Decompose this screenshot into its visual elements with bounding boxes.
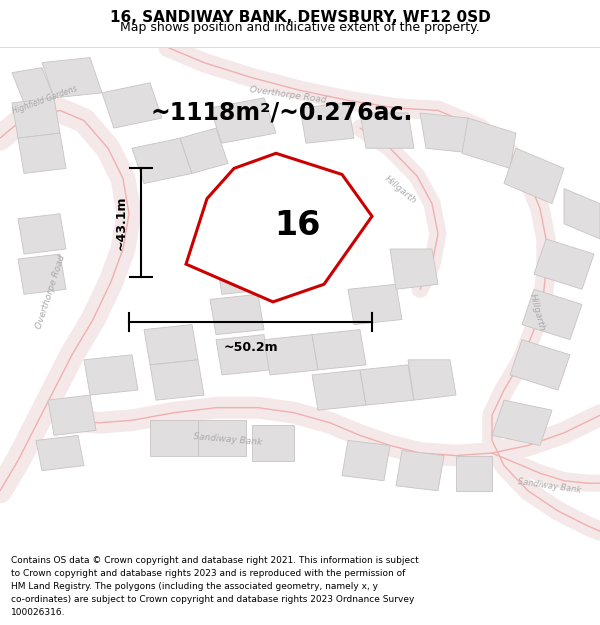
Polygon shape xyxy=(462,118,516,168)
Polygon shape xyxy=(396,451,444,491)
Polygon shape xyxy=(42,58,102,98)
Polygon shape xyxy=(312,370,366,410)
Polygon shape xyxy=(312,329,366,370)
Polygon shape xyxy=(198,420,246,456)
Text: ~1118m²/~0.276ac.: ~1118m²/~0.276ac. xyxy=(151,101,413,125)
Polygon shape xyxy=(390,249,438,289)
Text: 16: 16 xyxy=(275,209,321,242)
Text: 100026316.: 100026316. xyxy=(11,608,65,617)
Text: ~50.2m: ~50.2m xyxy=(223,341,278,354)
Polygon shape xyxy=(186,153,372,302)
Polygon shape xyxy=(216,254,270,294)
Polygon shape xyxy=(18,254,66,294)
Polygon shape xyxy=(180,128,228,173)
Polygon shape xyxy=(510,339,570,390)
Polygon shape xyxy=(420,113,474,153)
Polygon shape xyxy=(12,98,60,138)
Polygon shape xyxy=(522,289,582,339)
Text: Hillgarth: Hillgarth xyxy=(527,292,547,332)
Polygon shape xyxy=(144,324,198,365)
Text: co-ordinates) are subject to Crown copyright and database rights 2023 Ordnance S: co-ordinates) are subject to Crown copyr… xyxy=(11,595,414,604)
Polygon shape xyxy=(300,103,354,143)
Text: Sandiway Bank: Sandiway Bank xyxy=(193,432,263,447)
Polygon shape xyxy=(48,395,96,436)
Polygon shape xyxy=(504,148,564,204)
Text: Contains OS data © Crown copyright and database right 2021. This information is : Contains OS data © Crown copyright and d… xyxy=(11,556,419,566)
Polygon shape xyxy=(216,334,270,375)
Polygon shape xyxy=(564,189,600,239)
Polygon shape xyxy=(84,355,138,395)
Polygon shape xyxy=(36,436,84,471)
Text: to Crown copyright and database rights 2023 and is reproduced with the permissio: to Crown copyright and database rights 2… xyxy=(11,569,405,578)
Polygon shape xyxy=(456,456,492,491)
Polygon shape xyxy=(360,113,414,148)
Text: ~43.1m: ~43.1m xyxy=(115,195,128,250)
Polygon shape xyxy=(132,138,192,184)
Text: HM Land Registry. The polygons (including the associated geometry, namely x, y: HM Land Registry. The polygons (includin… xyxy=(11,582,378,591)
Polygon shape xyxy=(210,294,264,334)
Polygon shape xyxy=(408,360,456,400)
Text: Overthorpe Road: Overthorpe Road xyxy=(35,254,67,330)
Text: Overthorpe Road: Overthorpe Road xyxy=(249,86,327,105)
Polygon shape xyxy=(150,360,204,400)
Polygon shape xyxy=(18,214,66,254)
Polygon shape xyxy=(348,284,402,324)
Text: 16, SANDIWAY BANK, DEWSBURY, WF12 0SD: 16, SANDIWAY BANK, DEWSBURY, WF12 0SD xyxy=(110,11,490,26)
Polygon shape xyxy=(360,365,414,405)
Polygon shape xyxy=(534,239,594,289)
Polygon shape xyxy=(102,82,162,128)
Polygon shape xyxy=(252,425,294,461)
Text: Sandiway Bank: Sandiway Bank xyxy=(517,477,581,494)
Text: Highfield Gardens: Highfield Gardens xyxy=(11,84,79,116)
Text: Hillgarth: Hillgarth xyxy=(383,174,418,206)
Polygon shape xyxy=(342,441,390,481)
Polygon shape xyxy=(222,214,276,254)
Polygon shape xyxy=(18,133,66,173)
Polygon shape xyxy=(210,98,276,143)
Polygon shape xyxy=(492,400,552,446)
Text: Map shows position and indicative extent of the property.: Map shows position and indicative extent… xyxy=(120,21,480,34)
Polygon shape xyxy=(150,420,198,456)
Polygon shape xyxy=(12,68,54,103)
Polygon shape xyxy=(264,334,318,375)
